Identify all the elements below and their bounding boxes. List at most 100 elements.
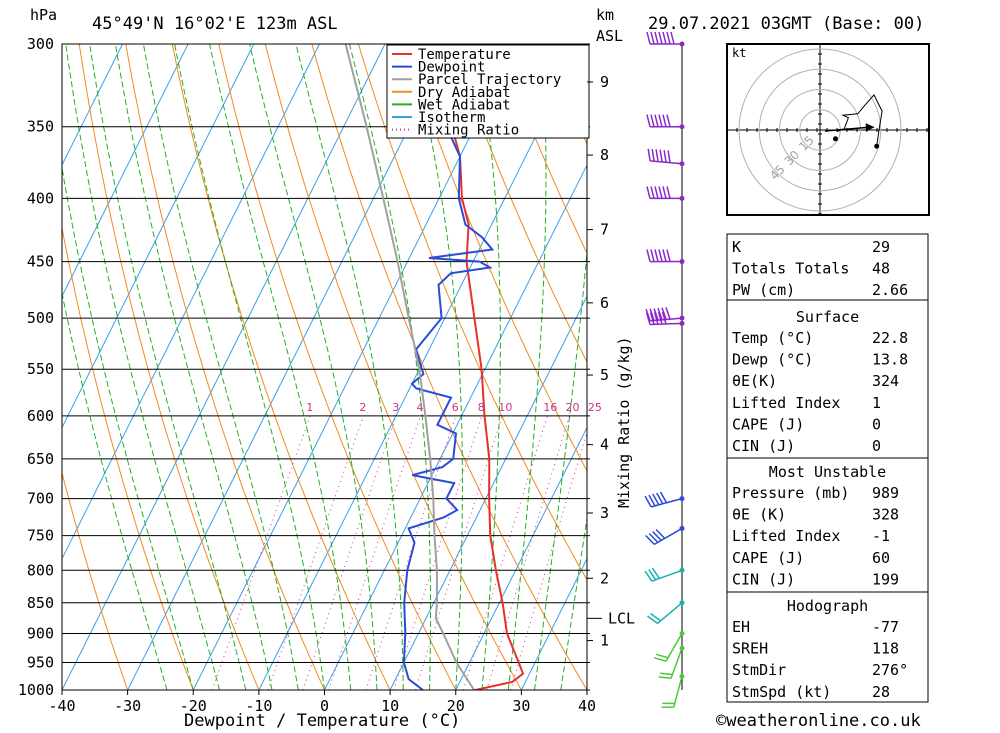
- height-tick-label: 8: [600, 146, 609, 164]
- wind-barb-flag: [653, 308, 659, 321]
- index-label: PW (cm): [732, 281, 795, 299]
- dry-adiabat-line: [125, 44, 325, 690]
- wind-barb: [645, 525, 685, 546]
- wind-barb: [647, 148, 685, 167]
- mixing-ratio-label: 8: [478, 401, 485, 414]
- wind-barb-flag: [658, 31, 663, 45]
- wind-barb-flag: [652, 493, 660, 506]
- pressure-axis: 300 350 400 450 500 550 600 650 700 750 800 850 900 9…: [18, 35, 54, 699]
- sounding-series: [344, 44, 525, 690]
- temperature-tick-label: 0: [320, 697, 329, 715]
- index-value: 28: [872, 683, 890, 701]
- legend-label: Mixing Ratio: [418, 123, 519, 139]
- skew-t-plot: 1 2 3 4 6 8 10 16 20 25 3003504004505005506006507…: [18, 35, 602, 731]
- wind-barb-flag: [651, 148, 655, 162]
- section-title: Surface: [796, 308, 859, 326]
- wind-barb-flag: [658, 676, 672, 679]
- wind-barb: [653, 630, 685, 662]
- wind-barb-flag: [662, 114, 667, 127]
- valid-time: 29.07.2021 03GMT (Base: 00): [648, 14, 924, 34]
- parcel-trajectory-line: [344, 44, 475, 690]
- isotherm-line: [62, 44, 255, 429]
- legend-label: Parcel Trajectory: [418, 72, 561, 88]
- wind-barb: [658, 645, 685, 679]
- wind-barb-flag: [645, 312, 651, 325]
- wind-barb: [644, 491, 685, 508]
- wind-barb-flag: [655, 653, 669, 659]
- wind-barb-flag: [657, 311, 663, 325]
- index-label: θE (K): [732, 506, 786, 524]
- index-value: 0: [872, 415, 881, 433]
- wet-adiabat-line: [249, 44, 378, 690]
- temperature-tick-label: 10: [381, 697, 399, 715]
- wind-barb-flag: [645, 534, 655, 545]
- index-value: 48: [872, 260, 890, 278]
- wind-barb-staff: [657, 602, 683, 624]
- wind-barb: [645, 311, 685, 326]
- wind-barb-flag: [646, 186, 651, 199]
- temperature-tick-label: -40: [48, 697, 75, 715]
- wind-barb-flag: [662, 31, 667, 45]
- pressure-tick-label: 950: [27, 654, 54, 672]
- table-section: [726, 591, 929, 703]
- wind-barb-flag: [647, 148, 651, 162]
- mixing-ratio-label: 25: [588, 401, 602, 414]
- index-value: 199: [872, 570, 899, 588]
- index-value: 0: [872, 437, 881, 455]
- wet-adiabat-line: [62, 165, 194, 690]
- height-tick-label: 7: [600, 221, 609, 239]
- wind-barb-flag: [666, 114, 671, 127]
- index-label: EH: [732, 618, 750, 636]
- pressure-tick-label: 800: [27, 561, 54, 579]
- height-tick-label: 2: [600, 569, 609, 587]
- wet-adiabat-line: [349, 44, 431, 690]
- wind-barb-flag: [655, 528, 666, 539]
- wet-adiabat-line: [295, 44, 404, 690]
- wind-barb-flag: [646, 114, 651, 127]
- pressure-tick-label: 350: [27, 118, 54, 136]
- index-value: -77: [872, 618, 899, 636]
- wind-barb-flag: [654, 186, 659, 199]
- wind-barb-flag: [646, 31, 651, 45]
- wet-adiabat-line: [534, 247, 587, 690]
- temperature-tick-label: 20: [447, 697, 465, 715]
- wind-barb-flag: [666, 186, 671, 199]
- index-value: 29: [872, 238, 890, 256]
- hodograph-unit: kt: [732, 46, 746, 60]
- hodograph-trace: [837, 94, 883, 147]
- pressure-tick-label: 400: [27, 189, 54, 207]
- wind-barb-dot: [679, 195, 685, 201]
- index-value: 324: [872, 372, 899, 390]
- wind-barb-flag: [662, 249, 667, 262]
- wind-barb-flag: [654, 249, 659, 262]
- x-axis-title: Dewpoint / Temperature (°C): [184, 711, 460, 731]
- wind-barb-dot: [679, 259, 685, 265]
- index-value: 13.8: [872, 351, 908, 369]
- wind-barb-dot: [679, 161, 685, 167]
- mixing-ratio-line: [302, 415, 397, 690]
- wet-adiabat-line: [410, 44, 463, 690]
- plot-frame: [61, 43, 588, 691]
- wind-barb-flag: [652, 530, 662, 541]
- index-label: StmSpd (kt): [732, 683, 831, 701]
- index-label: Lifted Index: [732, 394, 840, 412]
- temperature-line: [443, 44, 525, 690]
- pressure-tick-label: 550: [27, 360, 54, 378]
- wind-barb-flag: [649, 312, 655, 325]
- wind-barb-flag: [658, 249, 663, 262]
- mixing-ratio-label: 4: [417, 401, 424, 414]
- wind-barb-flag: [654, 114, 659, 127]
- legend-label: Isotherm: [418, 110, 485, 126]
- hodograph-ring: [779, 89, 861, 171]
- wind-barb-flag: [666, 249, 671, 262]
- wind-barb-staff: [665, 633, 683, 662]
- wind-barb: [646, 186, 685, 201]
- wind-barb: [645, 307, 685, 322]
- mixing-ratio-label: 20: [566, 401, 580, 414]
- wet-adiabat-line: [89, 44, 247, 690]
- wind-barb-flag: [650, 114, 655, 127]
- isotherm-line: [62, 44, 123, 167]
- wind-barb-flag: [649, 308, 655, 321]
- dry-adiabat-line: [62, 225, 194, 690]
